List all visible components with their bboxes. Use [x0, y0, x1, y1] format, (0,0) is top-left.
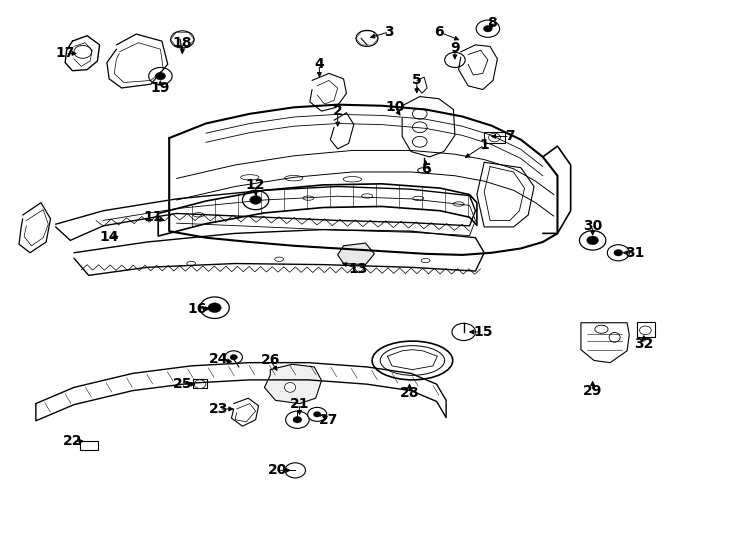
Ellipse shape	[348, 256, 357, 260]
Text: 11: 11	[143, 210, 163, 224]
Text: 31: 31	[625, 246, 644, 260]
Ellipse shape	[241, 174, 259, 180]
Circle shape	[313, 411, 321, 417]
Text: 15: 15	[473, 325, 493, 339]
Circle shape	[489, 133, 501, 142]
Text: 8: 8	[487, 16, 496, 30]
Circle shape	[200, 297, 229, 319]
Ellipse shape	[285, 176, 303, 181]
FancyBboxPatch shape	[636, 322, 655, 338]
Text: 19: 19	[150, 81, 170, 95]
FancyBboxPatch shape	[484, 132, 505, 144]
Circle shape	[413, 109, 427, 119]
Circle shape	[293, 416, 302, 423]
Circle shape	[156, 72, 166, 80]
Ellipse shape	[418, 167, 431, 173]
Text: 21: 21	[290, 396, 309, 410]
Ellipse shape	[186, 261, 195, 266]
Text: 12: 12	[246, 178, 266, 192]
Ellipse shape	[380, 346, 445, 375]
Circle shape	[208, 303, 221, 313]
Ellipse shape	[372, 341, 453, 380]
Circle shape	[356, 30, 378, 46]
Text: 25: 25	[172, 377, 192, 391]
Text: 23: 23	[209, 402, 229, 416]
Text: 9: 9	[450, 41, 459, 55]
Ellipse shape	[244, 202, 255, 207]
Circle shape	[194, 380, 206, 388]
Text: 3: 3	[384, 25, 393, 39]
Circle shape	[614, 249, 622, 256]
Circle shape	[607, 245, 629, 261]
Circle shape	[413, 122, 427, 133]
Text: 22: 22	[62, 434, 82, 448]
Text: 7: 7	[505, 130, 515, 144]
Circle shape	[484, 25, 493, 32]
Circle shape	[250, 195, 261, 204]
Ellipse shape	[421, 259, 430, 263]
Circle shape	[579, 231, 606, 250]
Text: 2: 2	[333, 104, 343, 118]
Text: 6: 6	[421, 162, 430, 176]
Polygon shape	[581, 323, 629, 363]
Text: 5: 5	[412, 73, 422, 87]
Ellipse shape	[193, 213, 204, 217]
Circle shape	[74, 45, 92, 58]
Circle shape	[308, 407, 327, 421]
Text: 26: 26	[261, 354, 280, 368]
Text: 14: 14	[99, 230, 119, 244]
Text: 16: 16	[187, 302, 207, 316]
Ellipse shape	[344, 177, 362, 182]
Circle shape	[230, 355, 237, 360]
FancyBboxPatch shape	[80, 441, 98, 450]
Circle shape	[639, 326, 651, 335]
Text: 28: 28	[400, 386, 419, 400]
Ellipse shape	[275, 257, 283, 261]
Circle shape	[225, 351, 242, 364]
Circle shape	[285, 463, 305, 478]
Text: 18: 18	[172, 36, 192, 50]
Circle shape	[445, 52, 465, 68]
Circle shape	[586, 236, 598, 245]
Text: 17: 17	[56, 46, 75, 60]
Polygon shape	[338, 243, 374, 265]
Text: 13: 13	[349, 262, 368, 276]
Ellipse shape	[285, 382, 296, 392]
Text: 30: 30	[583, 219, 603, 233]
Circle shape	[413, 137, 427, 147]
Circle shape	[171, 31, 194, 48]
Text: 6: 6	[434, 25, 443, 39]
Polygon shape	[264, 364, 321, 403]
Text: 1: 1	[479, 138, 489, 152]
Ellipse shape	[362, 194, 372, 198]
Ellipse shape	[303, 196, 314, 200]
Circle shape	[242, 190, 269, 210]
Ellipse shape	[609, 333, 620, 342]
Ellipse shape	[413, 196, 424, 200]
Circle shape	[149, 68, 172, 85]
Circle shape	[286, 411, 309, 428]
Ellipse shape	[595, 325, 608, 333]
Text: 29: 29	[583, 384, 603, 398]
FancyBboxPatch shape	[192, 379, 207, 388]
Circle shape	[452, 323, 476, 341]
Text: 24: 24	[209, 352, 229, 366]
Text: 32: 32	[634, 338, 653, 352]
Ellipse shape	[453, 202, 464, 206]
Text: 27: 27	[319, 413, 338, 427]
Circle shape	[476, 20, 500, 37]
Text: 20: 20	[268, 463, 287, 477]
Text: 10: 10	[385, 100, 404, 114]
Text: 4: 4	[314, 57, 324, 71]
